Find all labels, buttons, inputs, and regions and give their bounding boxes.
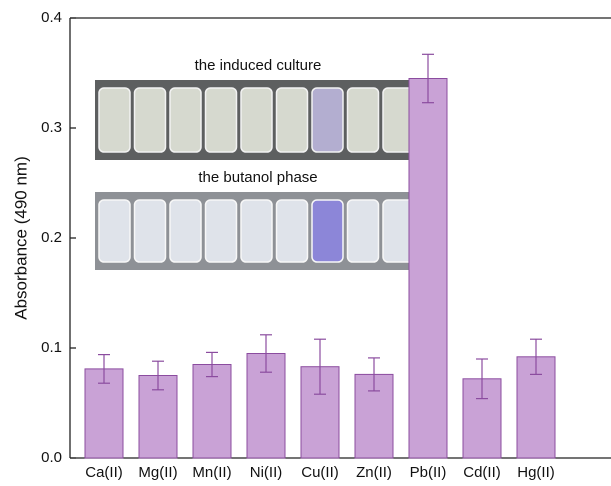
annotation: the butanol phase (198, 169, 317, 186)
vial (133, 199, 167, 263)
vial (240, 87, 273, 153)
error-bar (530, 338, 542, 375)
y-tick-label: 0.4 (41, 9, 62, 26)
x-tick-label: Cu(II) (301, 464, 339, 481)
x-tick-label: Hg(II) (517, 464, 555, 481)
y-axis-label: Absorbance (490 nm) (11, 156, 30, 319)
error-bar (422, 53, 434, 104)
x-tick-label: Ni(II) (250, 464, 283, 481)
annotation: the induced culture (195, 57, 322, 74)
error-bar (260, 334, 272, 373)
bar (408, 78, 448, 459)
vial (275, 199, 309, 263)
y-tick-label: 0.2 (41, 229, 62, 246)
x-tick-label: Zn(II) (356, 464, 392, 481)
error-bar (314, 338, 326, 395)
bar (192, 364, 232, 459)
vial (204, 199, 238, 263)
x-tick-label: Pb(II) (410, 464, 447, 481)
x-tick-label: Mn(II) (192, 464, 231, 481)
error-bar (206, 351, 218, 378)
vial (98, 87, 131, 153)
vial (133, 87, 167, 153)
y-tick-label: 0.3 (41, 119, 62, 136)
vial (169, 199, 202, 263)
x-tick-label: Cd(II) (463, 464, 501, 481)
vial (169, 87, 202, 153)
vial (204, 87, 238, 153)
inset-photos (95, 80, 420, 270)
error-bar (476, 358, 488, 400)
vials (98, 87, 415, 263)
error-bar (368, 357, 380, 392)
y-tick-label: 0.1 (41, 339, 62, 356)
vial (311, 199, 344, 263)
vial (240, 199, 273, 263)
y-tick-label: 0.0 (41, 449, 62, 466)
x-tick-label: Mg(II) (138, 464, 177, 481)
x-tick-label: Ca(II) (85, 464, 123, 481)
vial (346, 87, 380, 153)
error-bar (98, 354, 110, 384)
vial (98, 199, 131, 263)
error-bar (152, 360, 164, 391)
vial (275, 87, 309, 153)
vial (346, 199, 380, 263)
vial (311, 87, 344, 153)
